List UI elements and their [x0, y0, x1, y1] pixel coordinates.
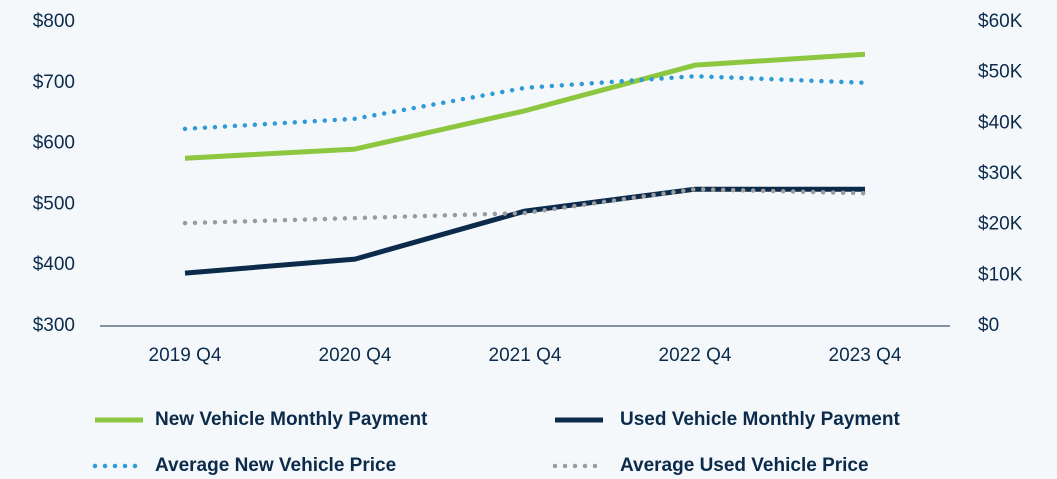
y2-tick-label: $40K — [978, 112, 1023, 133]
y-tick-label: $300 — [33, 315, 75, 336]
x-tick-label: 2020 Q4 — [319, 345, 392, 366]
series-line — [184, 51, 866, 161]
y-tick-label: $500 — [33, 193, 75, 214]
y-tick-label: $700 — [33, 72, 75, 93]
y-tick-label: $600 — [33, 133, 75, 154]
y2-tick-label: $20K — [978, 214, 1023, 235]
x-tick-label: 2021 Q4 — [489, 345, 562, 366]
y2-tick-label: $30K — [978, 163, 1023, 184]
legend-label: New Vehicle Monthly Payment — [155, 409, 428, 430]
x-tick-label: 2019 Q4 — [149, 345, 222, 366]
legend-label: Used Vehicle Monthly Payment — [620, 409, 900, 430]
y2-tick-label: $10K — [978, 264, 1023, 285]
legend-label: Average Used Vehicle Price — [620, 455, 869, 476]
x-tick-label: 2022 Q4 — [659, 345, 732, 366]
y2-tick-label: $50K — [978, 62, 1023, 83]
legend-label: Average New Vehicle Price — [155, 455, 396, 476]
y-tick-label: $800 — [33, 11, 75, 32]
y2-tick-label: $0 — [978, 315, 999, 336]
series-line — [182, 73, 868, 132]
y2-tick-label: $60K — [978, 11, 1023, 32]
y-tick-label: $400 — [33, 254, 75, 275]
x-tick-label: 2023 Q4 — [829, 345, 902, 366]
series-line — [182, 186, 868, 226]
